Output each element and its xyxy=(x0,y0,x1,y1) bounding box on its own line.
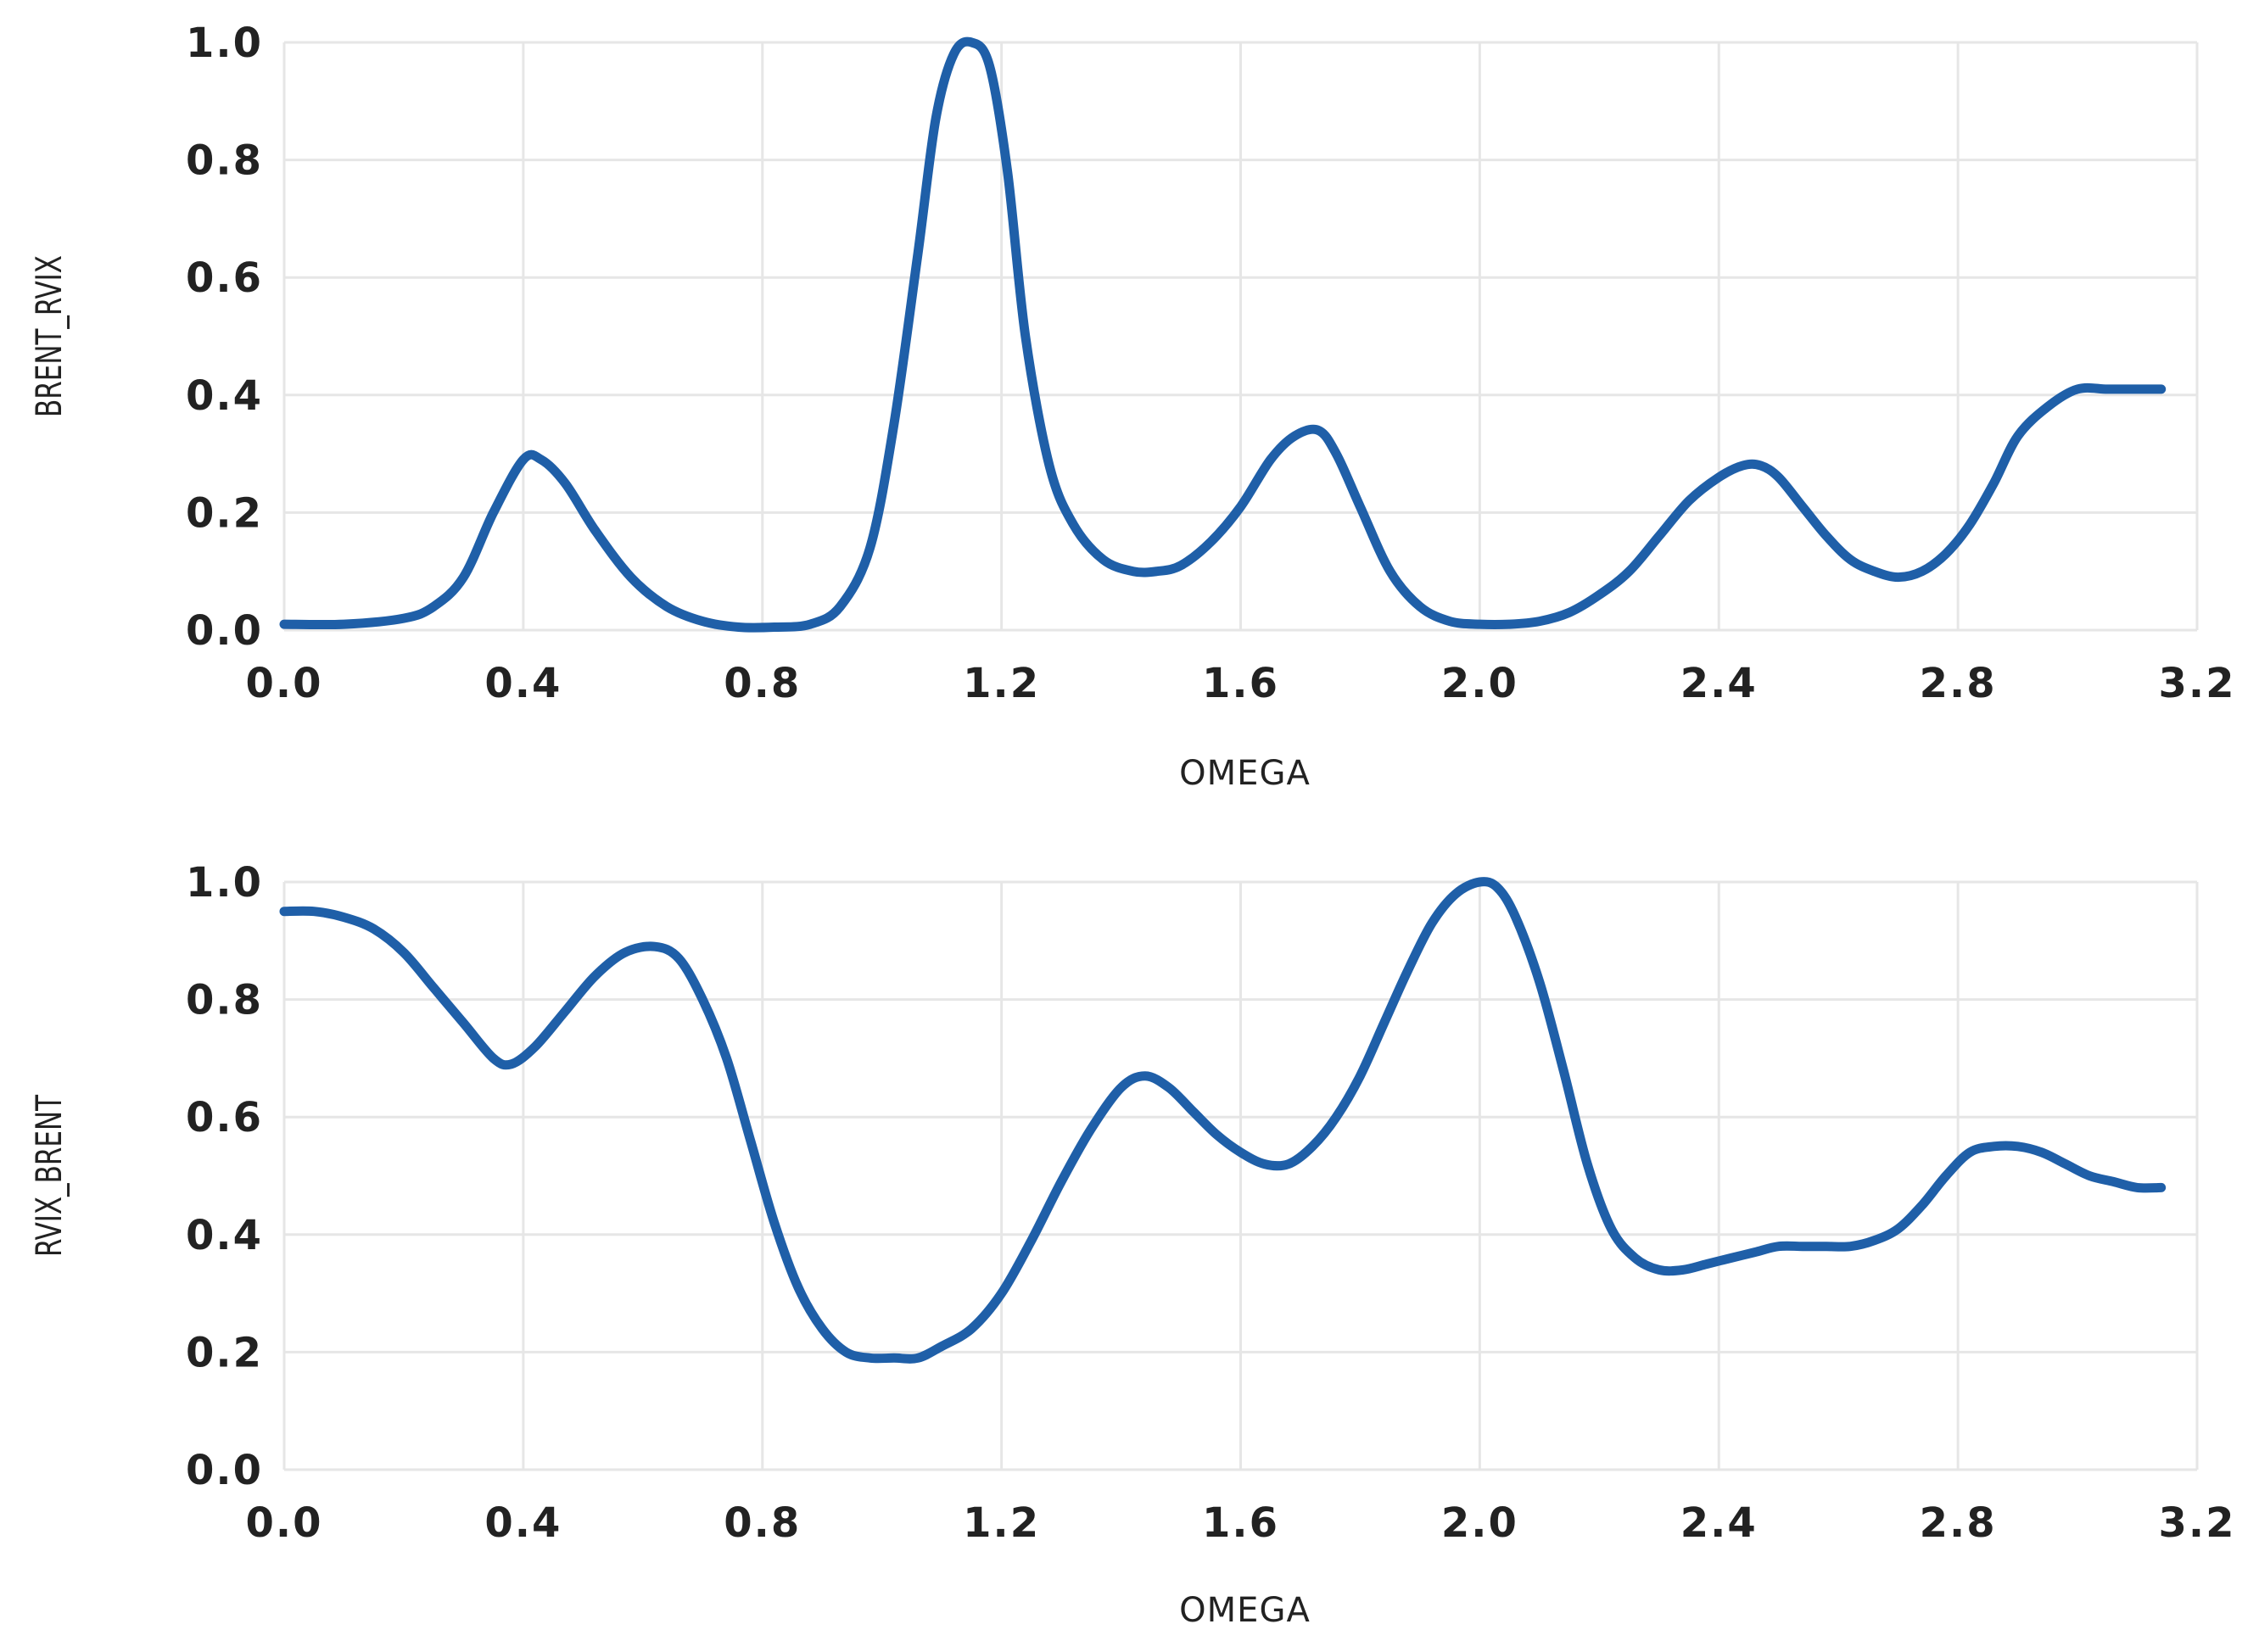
x-tick-label: 2.4 xyxy=(1680,660,1758,707)
y-tick-label: 0.6 xyxy=(186,1094,263,1141)
y-tick-label: 0.2 xyxy=(186,1329,263,1376)
series-line xyxy=(279,36,2167,633)
x-tick-label: 2.4 xyxy=(1680,1499,1758,1547)
x-axis-label: OMEGA xyxy=(1179,1591,1311,1630)
x-tick-label: 2.0 xyxy=(1441,1499,1518,1547)
x-tick-label: 0.0 xyxy=(245,1499,322,1547)
x-tick-label: 0.8 xyxy=(724,1499,801,1547)
x-axis-label: OMEGA xyxy=(1179,754,1311,793)
y-tick-label: 0.6 xyxy=(186,254,263,302)
chart-panel-2: 0.0 0.2 0.4 0.6 0.8 1.0 0.0 0.4 0.8 1.2 1.6 2.0 2.4 2… xyxy=(29,859,2235,1630)
x-tick-label: 1.6 xyxy=(1202,1499,1279,1547)
x-tick-label: 3.2 xyxy=(2158,660,2235,707)
x-tick-label: 0.8 xyxy=(724,660,801,707)
y-tick-label: 1.0 xyxy=(186,859,263,907)
x-tick-label: 3.2 xyxy=(2158,1499,2235,1547)
chart-panel-1: 0.0 0.2 0.4 0.6 0.8 1.0 0.0 0.4 0.8 1.2 1.6 2.0 2.4 2… xyxy=(29,20,2235,793)
y-tick-label: 0.0 xyxy=(186,607,263,655)
x-tick-label: 2.0 xyxy=(1441,660,1518,707)
y-tick-label: 0.4 xyxy=(186,372,263,420)
x-tick-label: 2.8 xyxy=(1920,660,1997,707)
x-tick-label: 0.0 xyxy=(245,660,322,707)
x-tick-label: 0.4 xyxy=(484,660,562,707)
y-tick-label: 0.0 xyxy=(186,1447,263,1494)
y-tick-label: 0.8 xyxy=(186,977,263,1024)
x-tick-label: 2.8 xyxy=(1920,1499,1997,1547)
y-tick-label: 0.2 xyxy=(186,489,263,537)
y-axis-label: RVIX_BRENT xyxy=(29,1094,70,1257)
x-tick-label: 0.4 xyxy=(484,1499,562,1547)
y-tick-label: 0.8 xyxy=(186,137,263,185)
y-tick-label: 1.0 xyxy=(186,20,263,67)
x-tick-label: 1.2 xyxy=(963,1499,1040,1547)
x-tick-label: 1.6 xyxy=(1202,660,1279,707)
series-line xyxy=(279,877,2167,1364)
y-axis-label: BRENT_RVIX xyxy=(29,255,70,417)
x-tick-label: 1.2 xyxy=(963,660,1040,707)
y-tick-label: 0.4 xyxy=(186,1212,263,1259)
